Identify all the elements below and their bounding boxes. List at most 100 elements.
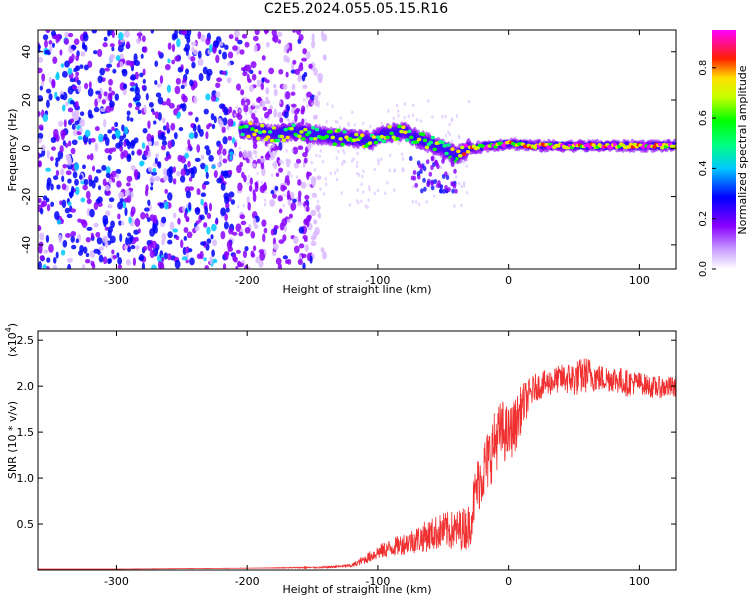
spectrogram-noise-cell (294, 109, 300, 115)
spectrogram-noise-cell (284, 182, 288, 187)
spectrogram-noise-cell (373, 167, 377, 172)
spectrogram-noise-cell (126, 175, 133, 183)
spectrogram-noise-cell (164, 188, 169, 194)
spectrogram-noise-cell (141, 85, 145, 90)
spectrogram-noise-cell (180, 84, 185, 90)
spectrogram-noise-cell (190, 55, 196, 62)
spectrogram-noise-cell (181, 256, 188, 261)
spectrogram-noise-cell (91, 30, 97, 34)
spectrogram-noise-cell (104, 226, 109, 231)
spectrogram-noise-cell (187, 143, 192, 151)
spectrogram-noise-cell (301, 73, 306, 82)
spectrogram-noise-cell (75, 238, 79, 244)
spectrogram-ridge-peak (261, 129, 267, 134)
spectrogram-noise-cell (117, 44, 124, 53)
spectrogram-noise-cell (450, 117, 454, 121)
spectrogram-noise-cell (222, 263, 227, 269)
spectrogram-noise-cell (154, 60, 159, 67)
spectrogram-noise-cell (156, 83, 162, 88)
spectrogram-noise-cell (266, 143, 270, 148)
spectrogram-noise-cell (152, 120, 157, 125)
colorbar-tick-label: 0.2 (698, 211, 709, 227)
spectrogram-noise-cell (105, 172, 111, 179)
spectrogram-noise-cell (360, 182, 363, 187)
spectrogram-noise-cell (298, 34, 304, 41)
spectrogram-noise-cell (112, 255, 117, 260)
spectrogram-noise-cell (196, 144, 201, 153)
spectrogram-ridge-peak (252, 132, 257, 137)
spectrogram-noise-cell (260, 82, 265, 91)
spectrogram-noise-cell (453, 204, 456, 208)
spectrogram-noise-cell (61, 183, 67, 190)
spectrogram-ridge-tail (452, 183, 457, 189)
spectrogram-noise-cell (65, 101, 69, 107)
spectrogram-ridge-peak (405, 138, 410, 142)
spectrogram-noise-cell (343, 160, 346, 164)
spectrogram-ridge-peak (381, 139, 387, 144)
spectrogram-noise-cell (254, 30, 260, 36)
spectrogram-noise-cell (95, 231, 101, 238)
spectrogram-noise-cell (241, 33, 248, 39)
spectrogram-noise-cell (258, 259, 264, 268)
spectrogram-noise-cell (86, 198, 92, 205)
spectrogram-noise-cell (331, 104, 334, 109)
spectrogram-noise-cell (228, 191, 235, 198)
spectrogram-noise-cell (143, 245, 148, 252)
spectrogram-noise-cell (213, 170, 218, 179)
spectrogram-noise-cell (265, 87, 270, 95)
spectrogram-noise-cell (108, 178, 113, 185)
spectrogram-noise-cell (400, 152, 404, 156)
spectrogram-noise-cell (93, 176, 99, 183)
spectrogram-ridge-peak (260, 123, 265, 128)
spectrogram-noise-cell (362, 190, 365, 194)
spectrogram-noise-cell (161, 117, 166, 124)
snr-xtick-label: 100 (629, 575, 650, 588)
spectrogram-noise-cell (417, 202, 421, 207)
spectrogram-noise-cell (278, 208, 283, 214)
spectrogram-noise-cell (59, 200, 63, 206)
spectrogram-noise-cell (119, 233, 123, 242)
spectrogram-ridge-peak (456, 149, 461, 154)
spectrogram-noise-cell (65, 233, 71, 238)
spectrogram-noise-cell (208, 202, 213, 212)
spectrogram-noise-cell (231, 137, 236, 144)
spectrogram-noise-cell (285, 91, 291, 100)
spectrogram-noise-cell (123, 197, 129, 203)
spectrogram-noise-cell (69, 100, 75, 105)
spectrogram-noise-cell (311, 40, 316, 49)
spectrogram-noise-cell (304, 194, 310, 200)
spectrogram-noise-cell (264, 190, 267, 194)
spectrogram-noise-cell (244, 41, 250, 48)
spectrogram-noise-cell (100, 107, 106, 113)
spectrogram-ridge-tail (428, 171, 433, 177)
spectrogram-noise-cell (107, 226, 113, 234)
spectrogram-noise-cell (66, 213, 73, 219)
spectrogram-noise-cell (181, 93, 186, 101)
spectrogram-noise-cell (236, 83, 242, 91)
spectrogram-noise-cell (315, 153, 318, 158)
spectrogram-noise-cell (70, 118, 75, 124)
spectrogram-ridge-peak (314, 127, 320, 132)
spectrogram-noise-cell (194, 225, 200, 232)
spectrogram-noise-cell (149, 249, 155, 259)
spectrogram-noise-cell (194, 116, 199, 123)
spectrogram-noise-cell (462, 181, 466, 185)
spectrogram-noise-cell (297, 75, 303, 80)
spectrogram-noise-cell (153, 225, 158, 234)
spectrogram-noise-cell (239, 49, 245, 55)
spectrogram-noise-cell (169, 221, 175, 231)
spectrogram-noise-cell (203, 108, 209, 115)
spectrogram-ridge-tail (417, 163, 422, 169)
spectrogram-noise-cell (313, 67, 318, 77)
spectrogram-noise-cell (334, 119, 337, 124)
spectrogram-noise-cell (50, 30, 57, 37)
spectrogram-noise-cell (82, 184, 88, 191)
spectrogram-noise-cell (119, 61, 124, 68)
spectrogram-noise-cell (287, 118, 291, 123)
spectrogram-noise-cell (103, 118, 107, 128)
spectrogram-noise-cell (380, 121, 383, 126)
spectrogram-noise-cell (55, 169, 60, 177)
spectrogram-noise-cell (107, 129, 113, 134)
spectrogram-noise-cell (77, 218, 82, 223)
spectrogram-ridge-peak (460, 145, 465, 150)
